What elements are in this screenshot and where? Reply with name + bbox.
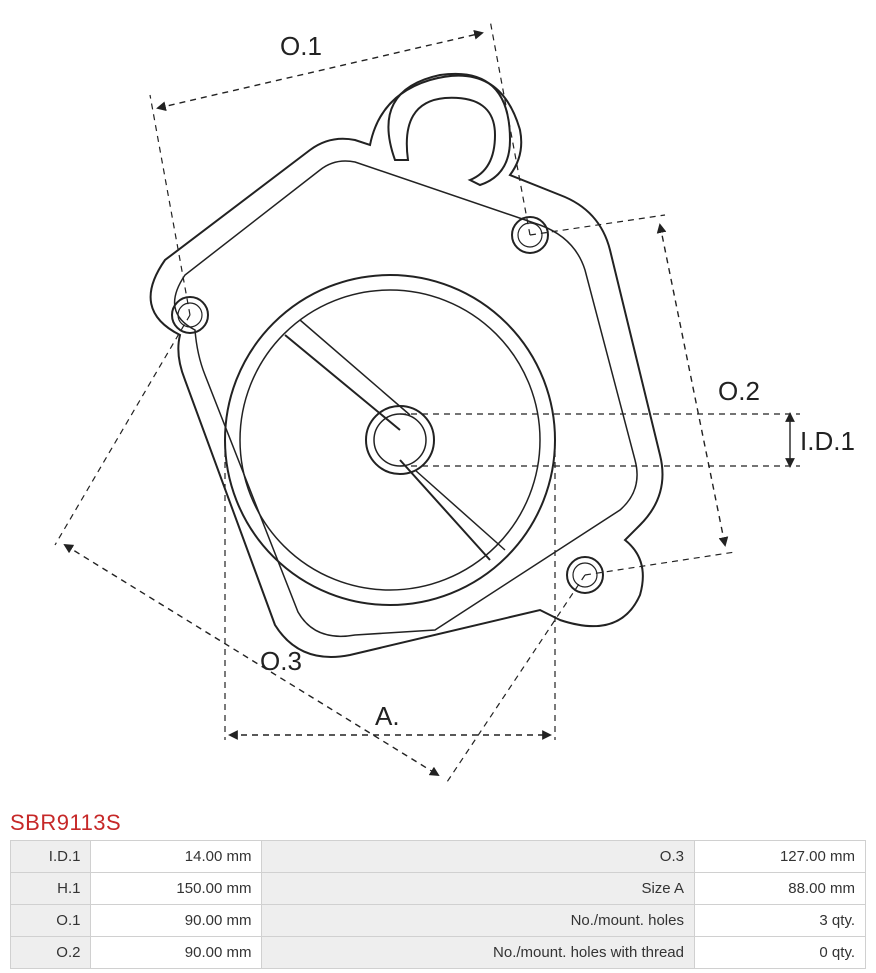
- table-row: H.1150.00 mmSize A88.00 mm: [11, 873, 866, 905]
- spec-key: No./mount. holes: [262, 905, 695, 937]
- dim-o3: [65, 545, 438, 775]
- spec-key: Size A: [262, 873, 695, 905]
- spec-value: 0 qty.: [694, 937, 865, 969]
- center-hole: [366, 406, 434, 474]
- spec-value: 90.00 mm: [91, 937, 262, 969]
- drawing-svg: O.1 O.2 O.3 A. I.D.1: [0, 0, 876, 800]
- spec-key: O.2: [11, 937, 91, 969]
- table-row: O.190.00 mmNo./mount. holes3 qty.: [11, 905, 866, 937]
- center-hole-inner: [374, 414, 426, 466]
- table-row: O.290.00 mmNo./mount. holes with thread0…: [11, 937, 866, 969]
- spec-key: O.1: [11, 905, 91, 937]
- slot-2: [300, 320, 505, 550]
- spec-value: 3 qty.: [694, 905, 865, 937]
- slot: [285, 335, 490, 560]
- spec-value: 14.00 mm: [91, 841, 262, 873]
- flange-inner: [175, 161, 637, 636]
- ext-o3-a: [55, 315, 190, 545]
- spec-value: 127.00 mm: [694, 841, 865, 873]
- technical-drawing: O.1 O.2 O.3 A. I.D.1: [0, 0, 876, 800]
- table-row: I.D.114.00 mmO.3127.00 mm: [11, 841, 866, 873]
- part-number-title: SBR9113S: [10, 810, 121, 836]
- label-a: A.: [375, 701, 400, 731]
- flange-outline: [151, 76, 663, 657]
- spec-table: I.D.114.00 mmO.3127.00 mmH.1150.00 mmSiz…: [10, 840, 866, 969]
- dim-o2: [660, 225, 725, 545]
- spec-value: 88.00 mm: [694, 873, 865, 905]
- label-o3: O.3: [260, 646, 302, 676]
- label-o1: O.1: [280, 31, 322, 61]
- spec-value: 150.00 mm: [91, 873, 262, 905]
- ext-o2-b: [585, 552, 735, 575]
- spec-key: I.D.1: [11, 841, 91, 873]
- label-id1: I.D.1: [800, 426, 855, 456]
- center-bore-outer: [225, 275, 555, 605]
- ext-o1-a: [150, 95, 190, 315]
- spec-value: 90.00 mm: [91, 905, 262, 937]
- label-o2: O.2: [718, 376, 760, 406]
- spec-key: H.1: [11, 873, 91, 905]
- spec-key: O.3: [262, 841, 695, 873]
- ext-o3-b: [445, 575, 585, 785]
- spec-key: No./mount. holes with thread: [262, 937, 695, 969]
- ext-o2-a: [530, 215, 665, 235]
